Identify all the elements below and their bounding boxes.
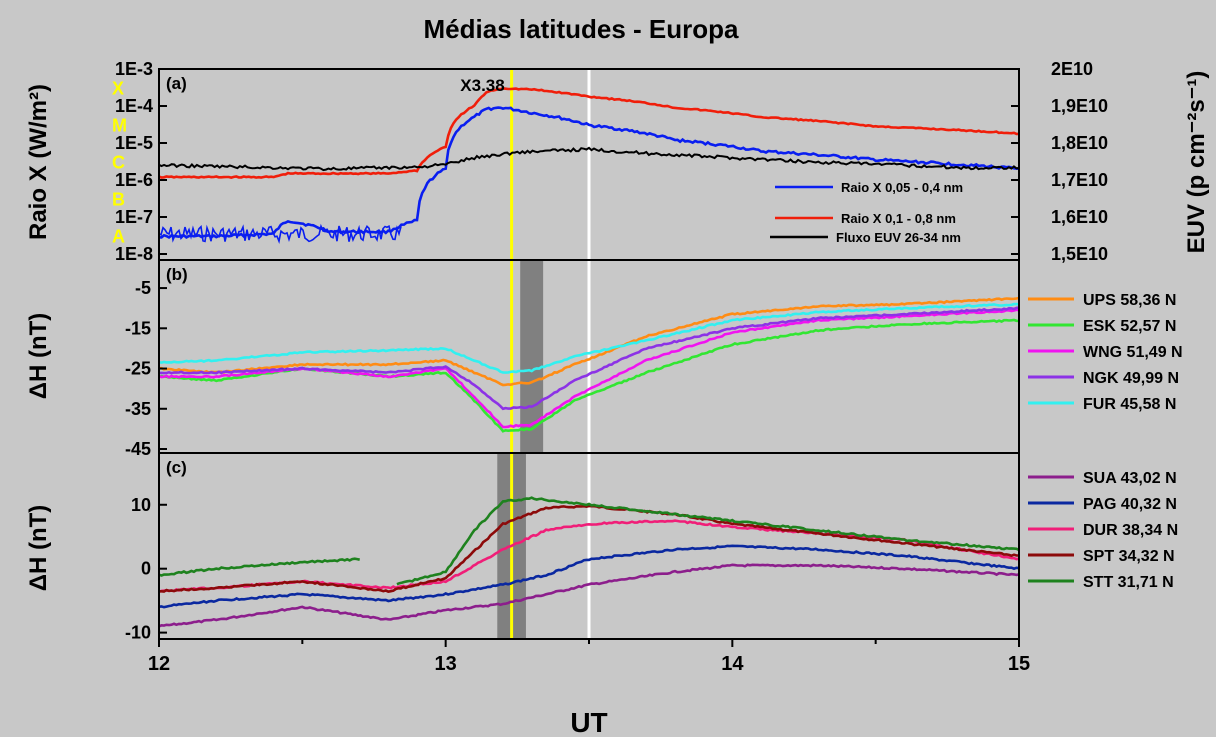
series-line-raio-x-0-1-0-8-nm (158, 87, 1019, 179)
legend-label-raio-x-0-1-0-8-nm: Raio X 0,1 - 0,8 nm (841, 211, 956, 226)
y-axis-label-right-a: EUV (p cm⁻²s⁻¹) (1183, 71, 1210, 254)
flare-class-a: A (112, 227, 125, 247)
legend-label-raio-x-0-05-0-4-nm: Raio X 0,05 - 0,4 nm (841, 180, 963, 195)
y-tick-label-right-a: 1,9E10 (1051, 96, 1108, 116)
series-line-fur-45-58-n (158, 302, 1020, 374)
y-tick-label-b: -35 (125, 399, 151, 419)
x-tick-label: 13 (435, 653, 457, 675)
y-tick-label-left-a: 1E-3 (115, 59, 153, 79)
panel-label-b: (b) (166, 265, 188, 284)
y-tick-label-left-a: 1E-5 (115, 133, 153, 153)
series-line-ups-58-36-n (159, 296, 1020, 387)
flare-annotation: X3.38 (460, 76, 504, 95)
x-tick-label: 12 (148, 653, 170, 675)
y-tick-label-right-a: 1,6E10 (1051, 207, 1108, 227)
legend-label-fluxo-euv-26-34-nm: Fluxo EUV 26-34 nm (836, 230, 961, 245)
legend-label-ngk-49-99-n: NGK 49,99 N (1083, 370, 1179, 387)
series-line-ngk-49-99-n (158, 306, 1020, 411)
legend-label-ups-58-36-n: UPS 58,36 N (1083, 292, 1176, 309)
x-tick-label: 15 (1008, 653, 1030, 675)
legend-label-sua-43-02-n: SUA 43,02 N (1083, 470, 1177, 487)
flare-class-b: B (112, 190, 125, 210)
panel-label-c: (c) (166, 458, 187, 477)
y-tick-label-right-a: 1,7E10 (1051, 170, 1108, 190)
y-tick-label-right-a: 1,8E10 (1051, 133, 1108, 153)
legend-label-dur-38-34-n: DUR 38,34 N (1083, 522, 1178, 539)
y-axis-label-left-a: Raio X (W/m²) (25, 84, 52, 240)
legend-label-fur-45-58-n: FUR 45,58 N (1083, 396, 1176, 413)
series-line-spt-34-32-n (159, 504, 1019, 593)
legend-label-wng-51-49-n: WNG 51,49 N (1083, 344, 1183, 361)
series-line-pag-40-32-n (158, 544, 1020, 609)
legend-label-spt-34-32-n: SPT 34,32 N (1083, 548, 1175, 565)
y-tick-label-c: 0 (141, 559, 151, 579)
series-line-raio-x-0-05-0-4-nm (158, 106, 1020, 239)
y-tick-label-right-a: 1,5E10 (1051, 244, 1108, 264)
flare-class-c: C (112, 153, 125, 173)
flare-class-x: X (112, 79, 124, 99)
series-line-fluxo-euv-26-34-nm (158, 146, 1020, 172)
y-tick-label-c: -10 (125, 623, 151, 643)
y-axis-label-c: ΔH (nT) (25, 505, 52, 592)
y-tick-label-left-a: 1E-7 (115, 207, 153, 227)
flare-class-m: M (112, 116, 127, 136)
chart-title: Médias latitudes - Europa (424, 14, 739, 44)
series-line-sua-43-02-n (158, 563, 1020, 628)
y-axis-label-b: ΔH (nT) (25, 313, 52, 400)
y-tick-label-right-a: 2E10 (1051, 59, 1093, 79)
legend-label-esk-52-57-n: ESK 52,57 N (1083, 318, 1176, 335)
y-tick-label-b: -45 (125, 439, 151, 459)
series-noise-raio-x-0-05-0-4-nm (158, 223, 402, 245)
y-tick-label-left-a: 1E-6 (115, 170, 153, 190)
x-tick-label: 14 (721, 653, 744, 675)
legend-label-stt-31-71-n: STT 31,71 N (1083, 574, 1174, 591)
y-tick-label-c: 10 (131, 495, 151, 515)
x-axis-label: UT (570, 707, 607, 737)
y-tick-label-b: -5 (135, 278, 151, 298)
y-tick-label-left-a: 1E-4 (115, 96, 153, 116)
y-tick-label-left-a: 1E-8 (115, 244, 153, 264)
panel-label-a: (a) (166, 74, 187, 93)
series-line-stt-31-71-n (158, 496, 1020, 586)
y-tick-label-b: -15 (125, 318, 151, 338)
y-tick-label-b: -25 (125, 359, 151, 379)
plot-layer: (a) (b) (c) X3.38 1E-3 1E-4 1E-5 1E-6 1E-7 1E-8 XM… (25, 59, 1210, 675)
legend-label-pag-40-32-n: PAG 40,32 N (1083, 496, 1177, 513)
